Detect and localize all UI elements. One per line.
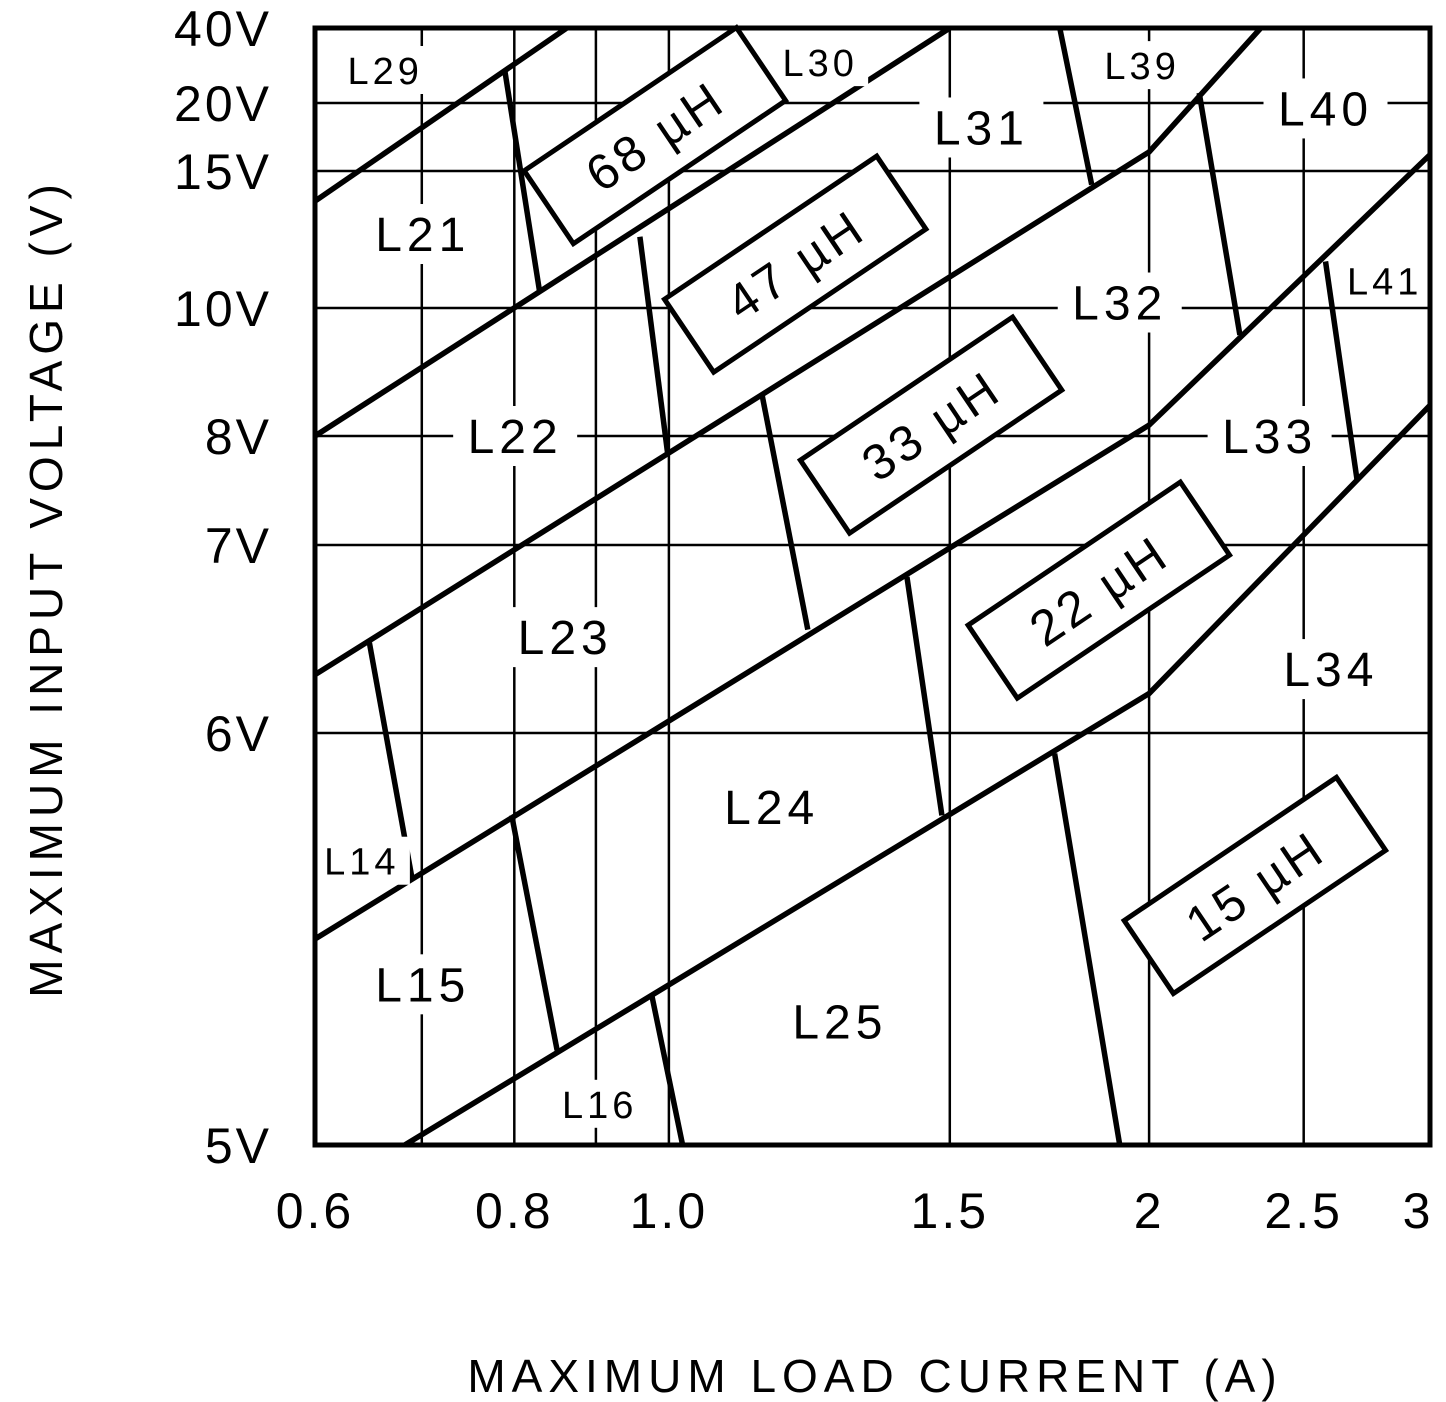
tick-labels: 40V 20V 15V 10V 8V 7V 6V 5V0.6 0.8 1.0 1.5 2 2.5 3 [174,1,1434,1239]
region-label-bg [360,204,485,265]
region-label-bg [337,46,434,94]
region-label-l16: L16 [562,1085,637,1127]
y-tick-label: 6V [205,706,272,762]
region-label-bg [551,1079,648,1128]
region-label-bg [1094,41,1191,90]
inductance-label-box: 15 µH [1120,773,1390,997]
x-tick-label: 2.5 [1264,1183,1343,1239]
region-label-bg [1057,272,1182,333]
inductor-boundary-line [509,814,560,1051]
region-label-l25: L25 [792,996,887,1049]
region-label-bg [1263,78,1388,139]
region-label-bg [1336,256,1433,305]
inductor-boundary-line [759,394,811,631]
y-tick-label: 20V [174,76,272,132]
inductance-boundary-line [403,403,1432,1148]
y-tick-label: 7V [205,518,272,574]
inductor-boundary-line [649,996,686,1146]
x-tick-label: 1.5 [911,1183,990,1239]
inductor-boundary-line [501,69,543,294]
region-label-bg [772,38,869,87]
y-tick-label: 15V [174,144,272,200]
region-label-l30: L30 [782,43,857,85]
y-tick-label: 40V [174,1,272,57]
y-tick-label: 10V [174,281,272,337]
region-label-l24: L24 [724,782,819,835]
inductor-boundary-line [1322,261,1360,480]
region-label-l41: L41 [1347,262,1422,304]
x-tick-label: 3 [1403,1183,1434,1239]
y-tick-label: 5V [205,1118,272,1174]
plot-frame [312,25,1433,1148]
region-label-l34: L34 [1283,644,1378,697]
region-label-bg [360,954,485,1015]
y-axis-label: MAXIMUM INPUT VOLTAGE (V) [20,178,72,998]
inductance-boundary-line [313,152,1432,942]
region-label-l21: L21 [375,209,470,262]
inductor-boundary-line [904,576,945,816]
region-label-bg [919,97,1044,158]
inductance-boundary-line [313,26,1263,678]
region-label-l33: L33 [1222,411,1317,464]
inductance-box-frame [661,152,930,376]
x-axis-label: MAXIMUM LOAD CURRENT (A) [467,1350,1282,1402]
region-label-l14: L14 [324,842,399,884]
inductance-box-frame [520,24,790,248]
inductor-boundary-line [637,236,671,453]
region-label-bg [453,406,578,466]
region-label-bg [777,991,902,1052]
region-label-bg [313,836,410,885]
region-label-bg [709,777,834,838]
inductance-label-box: 68 µH [520,24,790,248]
inductance-box-frame [964,478,1234,702]
inductor-boundary-line [1196,92,1243,336]
region-label-bg [1268,639,1393,700]
region-label-l39: L39 [1104,46,1179,88]
region-label-bg [1207,406,1332,466]
inductance-box-frame [1120,773,1390,997]
region-label-l15: L15 [375,959,470,1012]
region-label-l32: L32 [1072,278,1167,331]
inductor-boundary-line [1051,753,1123,1146]
x-tick-label: 1.0 [630,1183,709,1239]
inductance-box-frame [796,313,1066,537]
boundary-lines [313,25,1432,1148]
region-label-l23: L23 [518,612,613,665]
region-label-l40: L40 [1278,83,1373,136]
inductor-boundary-line [1057,27,1095,186]
y-tick-label: 8V [205,409,272,465]
inductance-boundary-line [313,25,569,204]
x-tick-label: 0.8 [475,1183,554,1239]
region-label-bg [503,607,628,668]
x-tick-label: 0.6 [276,1183,355,1239]
region-label-l31: L31 [934,102,1029,155]
x-tick-label: 2 [1134,1183,1165,1239]
inductance-boundary-line [313,25,952,439]
region-label-l29: L29 [348,51,423,93]
region-labels: L29 L30 L39 L40 L31 L21 L32 L41 L22 L33 L23 L34 L14 L… [313,38,1433,1128]
region-label-l22: L22 [468,411,563,464]
